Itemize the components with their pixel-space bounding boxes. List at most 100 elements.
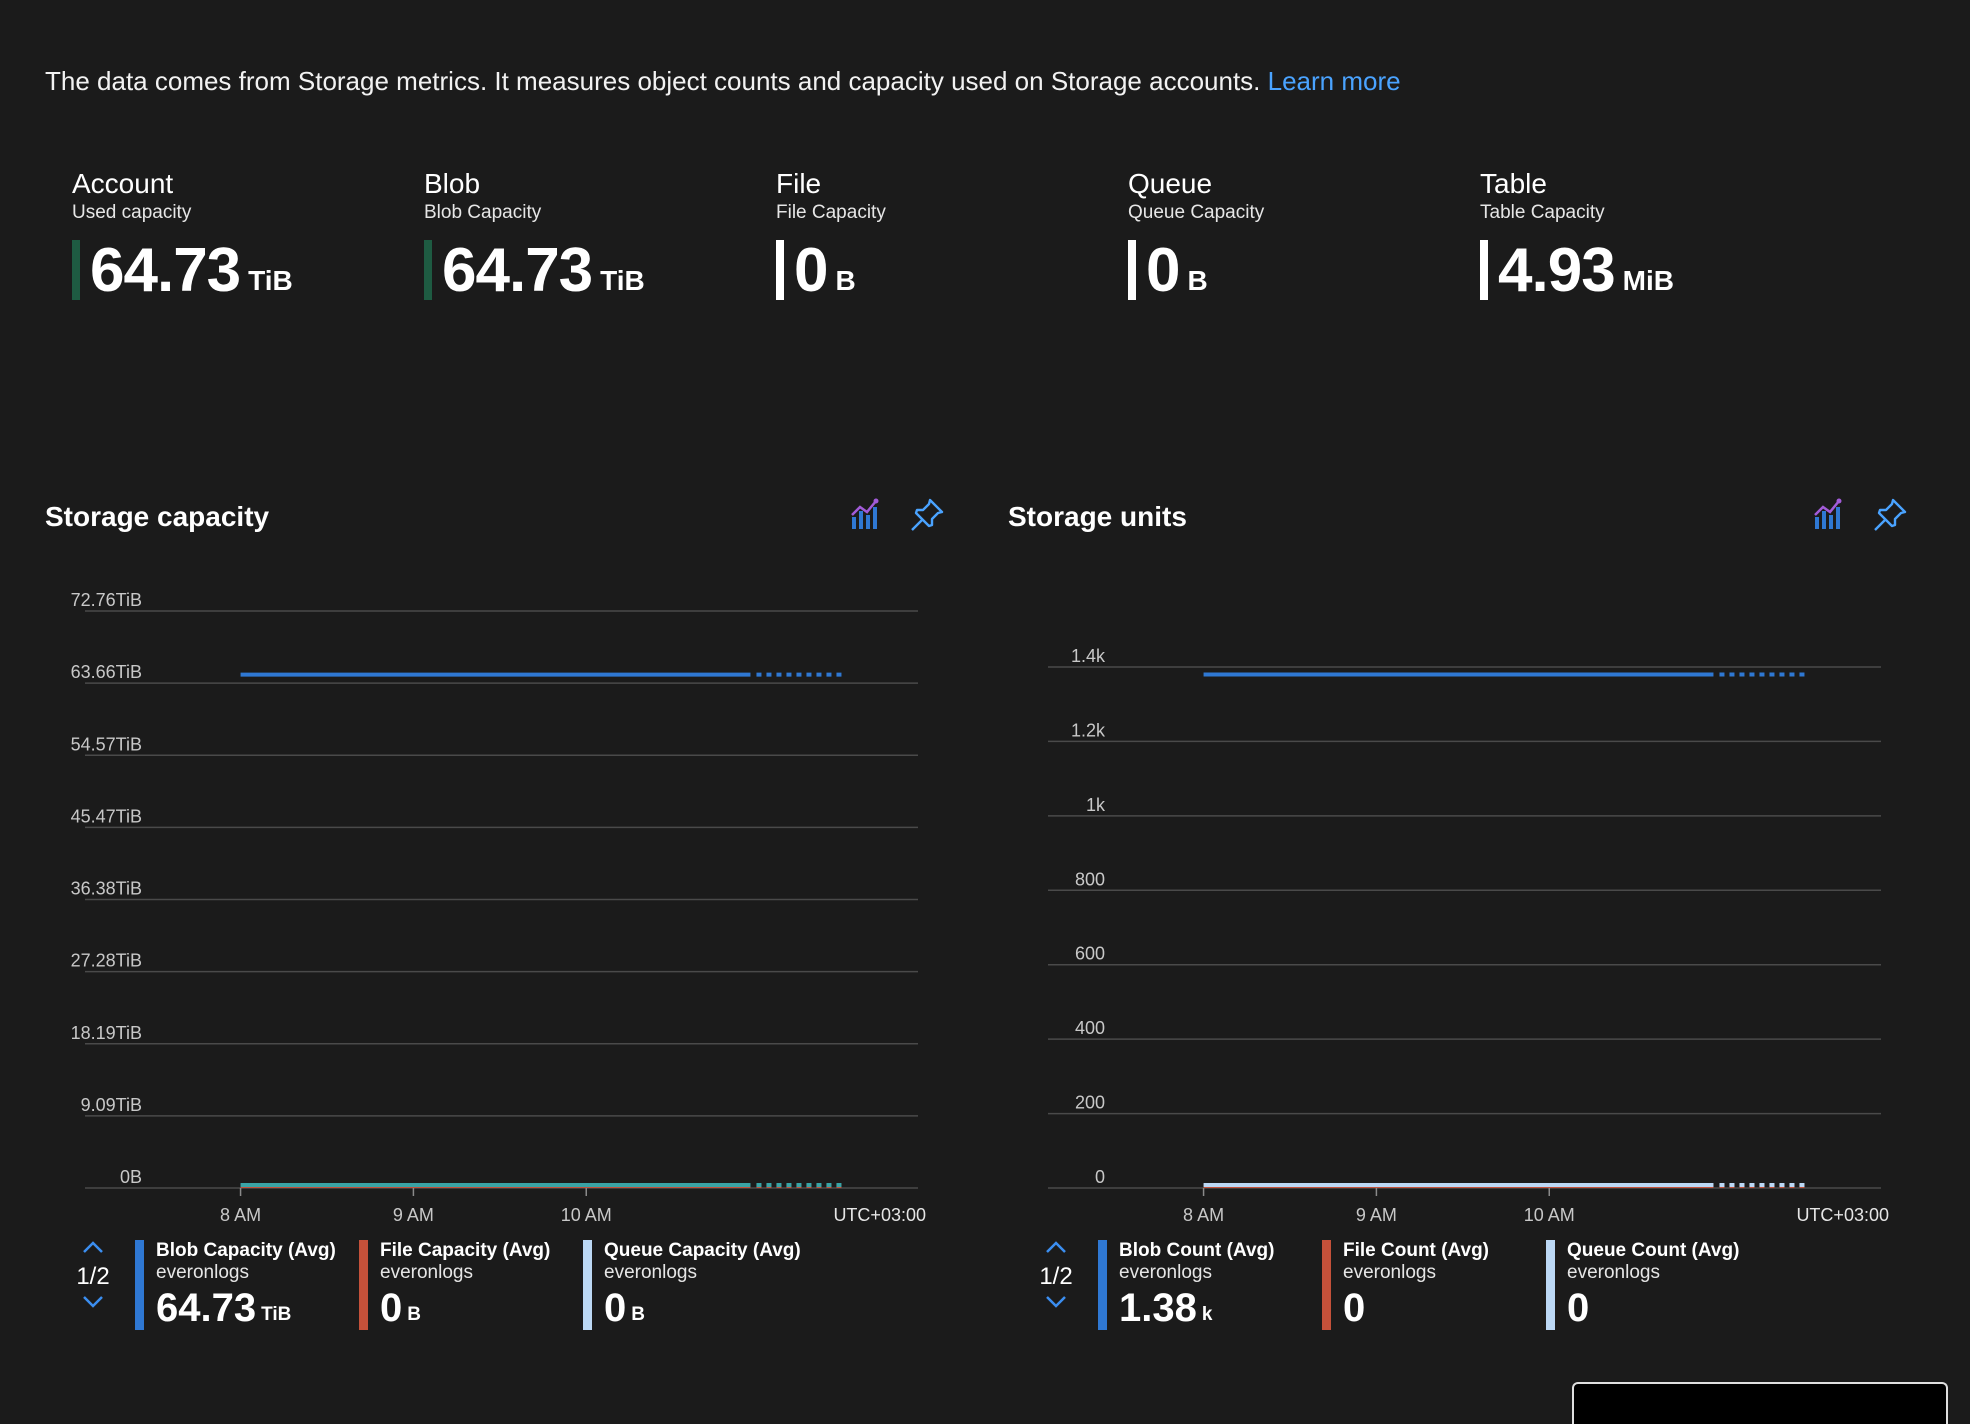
chevron-up-icon[interactable] xyxy=(1036,1240,1076,1259)
x-tick-label: 9 AM xyxy=(393,1205,434,1225)
legend-resource: everonlogs xyxy=(156,1262,249,1283)
legend-series-name: Blob Count (Avg) xyxy=(1119,1240,1275,1261)
legend-value: 0 xyxy=(1343,1286,1489,1330)
legend-resource: everonlogs xyxy=(604,1262,697,1283)
legend-series-name: Queue Capacity (Avg) xyxy=(604,1240,801,1261)
legend-number: 0 xyxy=(1343,1286,1366,1330)
y-tick-label: 400 xyxy=(1075,1018,1105,1038)
pin-icon[interactable] xyxy=(907,495,947,535)
tile-unit: TiB xyxy=(600,265,645,296)
y-tick-label: 54.57TiB xyxy=(71,734,142,754)
storage-units-title: Storage units xyxy=(1008,501,1187,532)
legend-unit: k xyxy=(1201,1304,1213,1325)
tile-blob[interactable]: Blob Blob Capacity 64.73 TiB xyxy=(424,168,764,305)
tile-subtitle: Queue Capacity xyxy=(1128,202,1265,223)
y-tick-label: 1k xyxy=(1086,795,1106,815)
bottom-right-popup-edge xyxy=(1572,1382,1948,1424)
tile-title: Table xyxy=(1480,168,1547,199)
learn-more-link[interactable]: Learn more xyxy=(1267,66,1401,96)
chevron-down-icon[interactable] xyxy=(73,1295,113,1314)
tile-unit: TiB xyxy=(248,265,293,296)
legend-number: 1.38 xyxy=(1119,1286,1197,1330)
legend-pager: 1/2 xyxy=(1036,1240,1076,1314)
legend-item[interactable]: File Count (Avg) everonlogs 0 xyxy=(1322,1240,1489,1330)
legend-series-name: File Count (Avg) xyxy=(1343,1240,1489,1261)
x-tick-label: 8 AM xyxy=(220,1205,261,1225)
tile-unit: MiB xyxy=(1622,265,1674,296)
y-tick-label: 36.38TiB xyxy=(71,879,142,899)
y-tick-label: 600 xyxy=(1075,944,1105,964)
storage-capacity-chart: 0B 9.09TiB 18.19TiB 27.28TiB 36.38TiB 45.47Ti… xyxy=(71,590,926,1225)
y-tick-label: 63.66TiB xyxy=(71,662,142,682)
tile-color-bar xyxy=(1480,240,1488,300)
chevron-down-icon[interactable] xyxy=(1036,1295,1076,1314)
legend-resource: everonlogs xyxy=(1567,1262,1660,1283)
tile-value: 4.93 MiB xyxy=(1480,236,1820,305)
legend-color-bar xyxy=(1546,1240,1555,1330)
legend-series-name: File Capacity (Avg) xyxy=(380,1240,551,1261)
legend-value: 1.38 k xyxy=(1119,1286,1274,1330)
storage-units-chart: 0 200 400 600 800 1k 1.2k 1.4k 8 AM 9 AM 10 AM UTC+… xyxy=(1048,646,1889,1225)
tile-title: Blob xyxy=(424,168,481,199)
tile-subtitle: Table Capacity xyxy=(1480,202,1605,223)
tile-queue[interactable]: Queue Queue Capacity 0 B xyxy=(1128,168,1468,305)
legend-color-bar xyxy=(1322,1240,1331,1330)
intro-description: The data comes from Storage metrics. It … xyxy=(45,66,1261,96)
tile-number: 0 xyxy=(794,236,828,305)
legend-series-name: Blob Capacity (Avg) xyxy=(156,1240,336,1261)
tile-number: 64.73 xyxy=(90,236,241,305)
legend-value: 0 xyxy=(1567,1286,1739,1330)
legend-number: 0 xyxy=(604,1286,627,1330)
legend-color-bar xyxy=(1098,1240,1107,1330)
legend-unit: TiB xyxy=(261,1304,292,1325)
tile-title: Account xyxy=(72,168,174,199)
legend-item[interactable]: Blob Count (Avg) everonlogs 1.38 k xyxy=(1098,1240,1274,1330)
legend-number: 64.73 xyxy=(156,1286,257,1330)
legend-pager: 1/2 xyxy=(73,1240,113,1314)
legend-resource: everonlogs xyxy=(1119,1262,1212,1283)
intro-text: The data comes from Storage metrics. It … xyxy=(45,66,1401,97)
tile-color-bar xyxy=(424,240,432,300)
y-tick-label: 45.47TiB xyxy=(71,806,142,826)
legend-item[interactable]: File Capacity (Avg) everonlogs 0 B xyxy=(359,1240,550,1330)
legend-number: 0 xyxy=(380,1286,403,1330)
legend-item[interactable]: Queue Capacity (Avg) everonlogs 0 B xyxy=(583,1240,801,1330)
storage-units-legend: 1/2 Blob Count (Avg) everonlogs 1.38 k File C… xyxy=(1008,1240,1928,1350)
tile-number: 0 xyxy=(1146,236,1180,305)
y-tick-label: 200 xyxy=(1075,1093,1105,1113)
x-tick-label: 10 AM xyxy=(561,1205,612,1225)
y-tick-label: 18.19TiB xyxy=(71,1023,142,1043)
legend-unit: B xyxy=(407,1304,421,1325)
tile-subtitle: Blob Capacity xyxy=(424,202,542,223)
chart-icon[interactable] xyxy=(1808,495,1848,535)
y-tick-label: 0 xyxy=(1095,1167,1105,1187)
chart-icon[interactable] xyxy=(845,495,885,535)
tile-account[interactable]: Account Used capacity 64.73 TiB xyxy=(72,168,412,305)
chevron-up-icon[interactable] xyxy=(73,1240,113,1259)
tile-subtitle: File Capacity xyxy=(776,202,886,223)
tile-number: 64.73 xyxy=(442,236,593,305)
legend-item[interactable]: Queue Count (Avg) everonlogs 0 xyxy=(1546,1240,1739,1330)
legend-resource: everonlogs xyxy=(1343,1262,1436,1283)
pin-icon[interactable] xyxy=(1870,495,1910,535)
y-tick-label: 1.4k xyxy=(1071,646,1106,666)
legend-color-bar xyxy=(583,1240,592,1330)
y-tick-label: 1.2k xyxy=(1071,720,1106,740)
tile-number: 4.93 xyxy=(1498,236,1616,305)
timezone-label: UTC+03:00 xyxy=(1796,1205,1889,1225)
legend-item[interactable]: Blob Capacity (Avg) everonlogs 64.73 TiB xyxy=(135,1240,336,1330)
storage-capacity-title: Storage capacity xyxy=(45,501,270,532)
tile-value: 64.73 TiB xyxy=(72,236,412,305)
tile-color-bar xyxy=(1128,240,1136,300)
tile-title: File xyxy=(776,168,822,199)
storage-units-panel: Storage units 0 200 400 600 800 1k 1.2k 1.4k 8 A… xyxy=(1008,495,1928,1365)
tile-file[interactable]: File File Capacity 0 B xyxy=(776,168,1116,305)
tile-color-bar xyxy=(776,240,784,300)
y-tick-label: 72.76TiB xyxy=(71,590,142,610)
storage-capacity-legend: 1/2 Blob Capacity (Avg) everonlogs 64.73 TiB… xyxy=(45,1240,965,1350)
y-tick-label: 27.28TiB xyxy=(71,951,142,971)
tile-table[interactable]: Table Table Capacity 4.93 MiB xyxy=(1480,168,1820,305)
